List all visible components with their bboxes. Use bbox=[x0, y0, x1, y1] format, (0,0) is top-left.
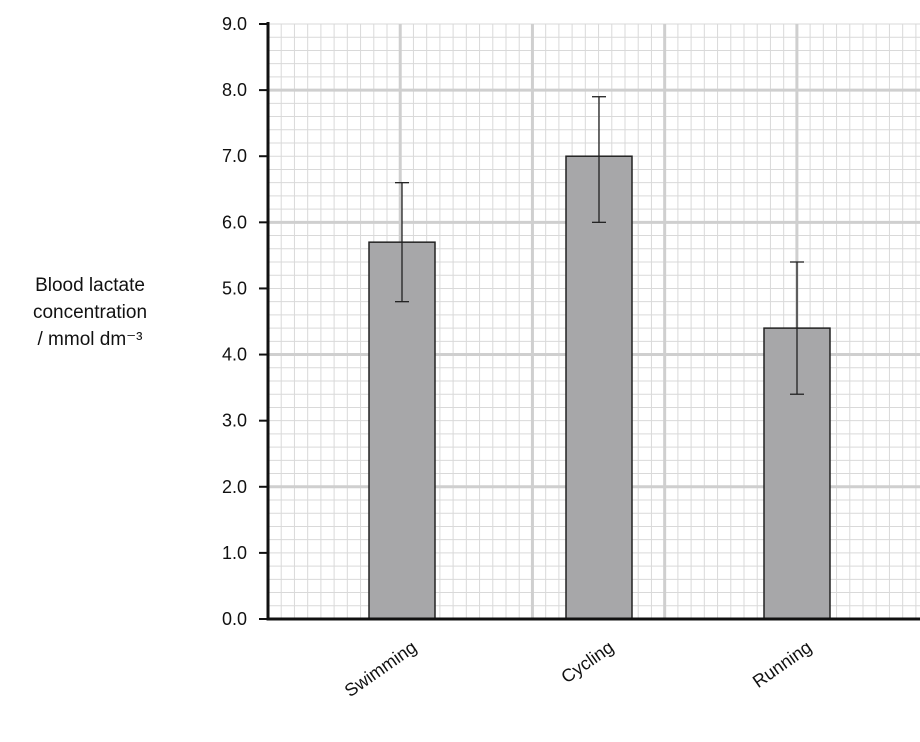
y-tick-label: 1.0 bbox=[222, 543, 247, 563]
y-tick-label: 7.0 bbox=[222, 146, 247, 166]
y-axis-label-line-3: / mmol dm⁻³ bbox=[37, 329, 143, 350]
y-tick-label: 2.0 bbox=[222, 477, 247, 497]
x-tick-labels: Swimming Cycling Running bbox=[341, 637, 815, 701]
bar-swimming bbox=[368, 241, 436, 620]
y-tick-label: 0.0 bbox=[222, 609, 247, 629]
x-tick-label-cycling: Cycling bbox=[557, 637, 617, 687]
y-tick-label: 4.0 bbox=[222, 345, 247, 365]
bars bbox=[368, 155, 831, 620]
x-tick-label-running: Running bbox=[749, 637, 815, 692]
y-ticks: 0.0 1.0 2.0 3.0 4.0 5.0 6.0 7.0 8.0 9.0 bbox=[222, 14, 268, 629]
y-tick-label: 6.0 bbox=[222, 212, 247, 232]
error-bars bbox=[395, 96, 804, 395]
y-tick-label: 5.0 bbox=[222, 278, 247, 298]
y-axis-label: Blood lactate concentration / mmol dm⁻³ bbox=[2, 272, 178, 353]
y-tick-label: 3.0 bbox=[222, 411, 247, 431]
x-tick-label-swimming: Swimming bbox=[341, 637, 420, 701]
axes bbox=[266, 22, 920, 621]
y-axis-label-line-1: Blood lactate bbox=[35, 275, 145, 296]
bar-cycling bbox=[565, 155, 633, 620]
y-tick-label: 8.0 bbox=[222, 80, 247, 100]
y-tick-label: 9.0 bbox=[222, 14, 247, 34]
y-axis-label-line-2: concentration bbox=[32, 302, 148, 323]
